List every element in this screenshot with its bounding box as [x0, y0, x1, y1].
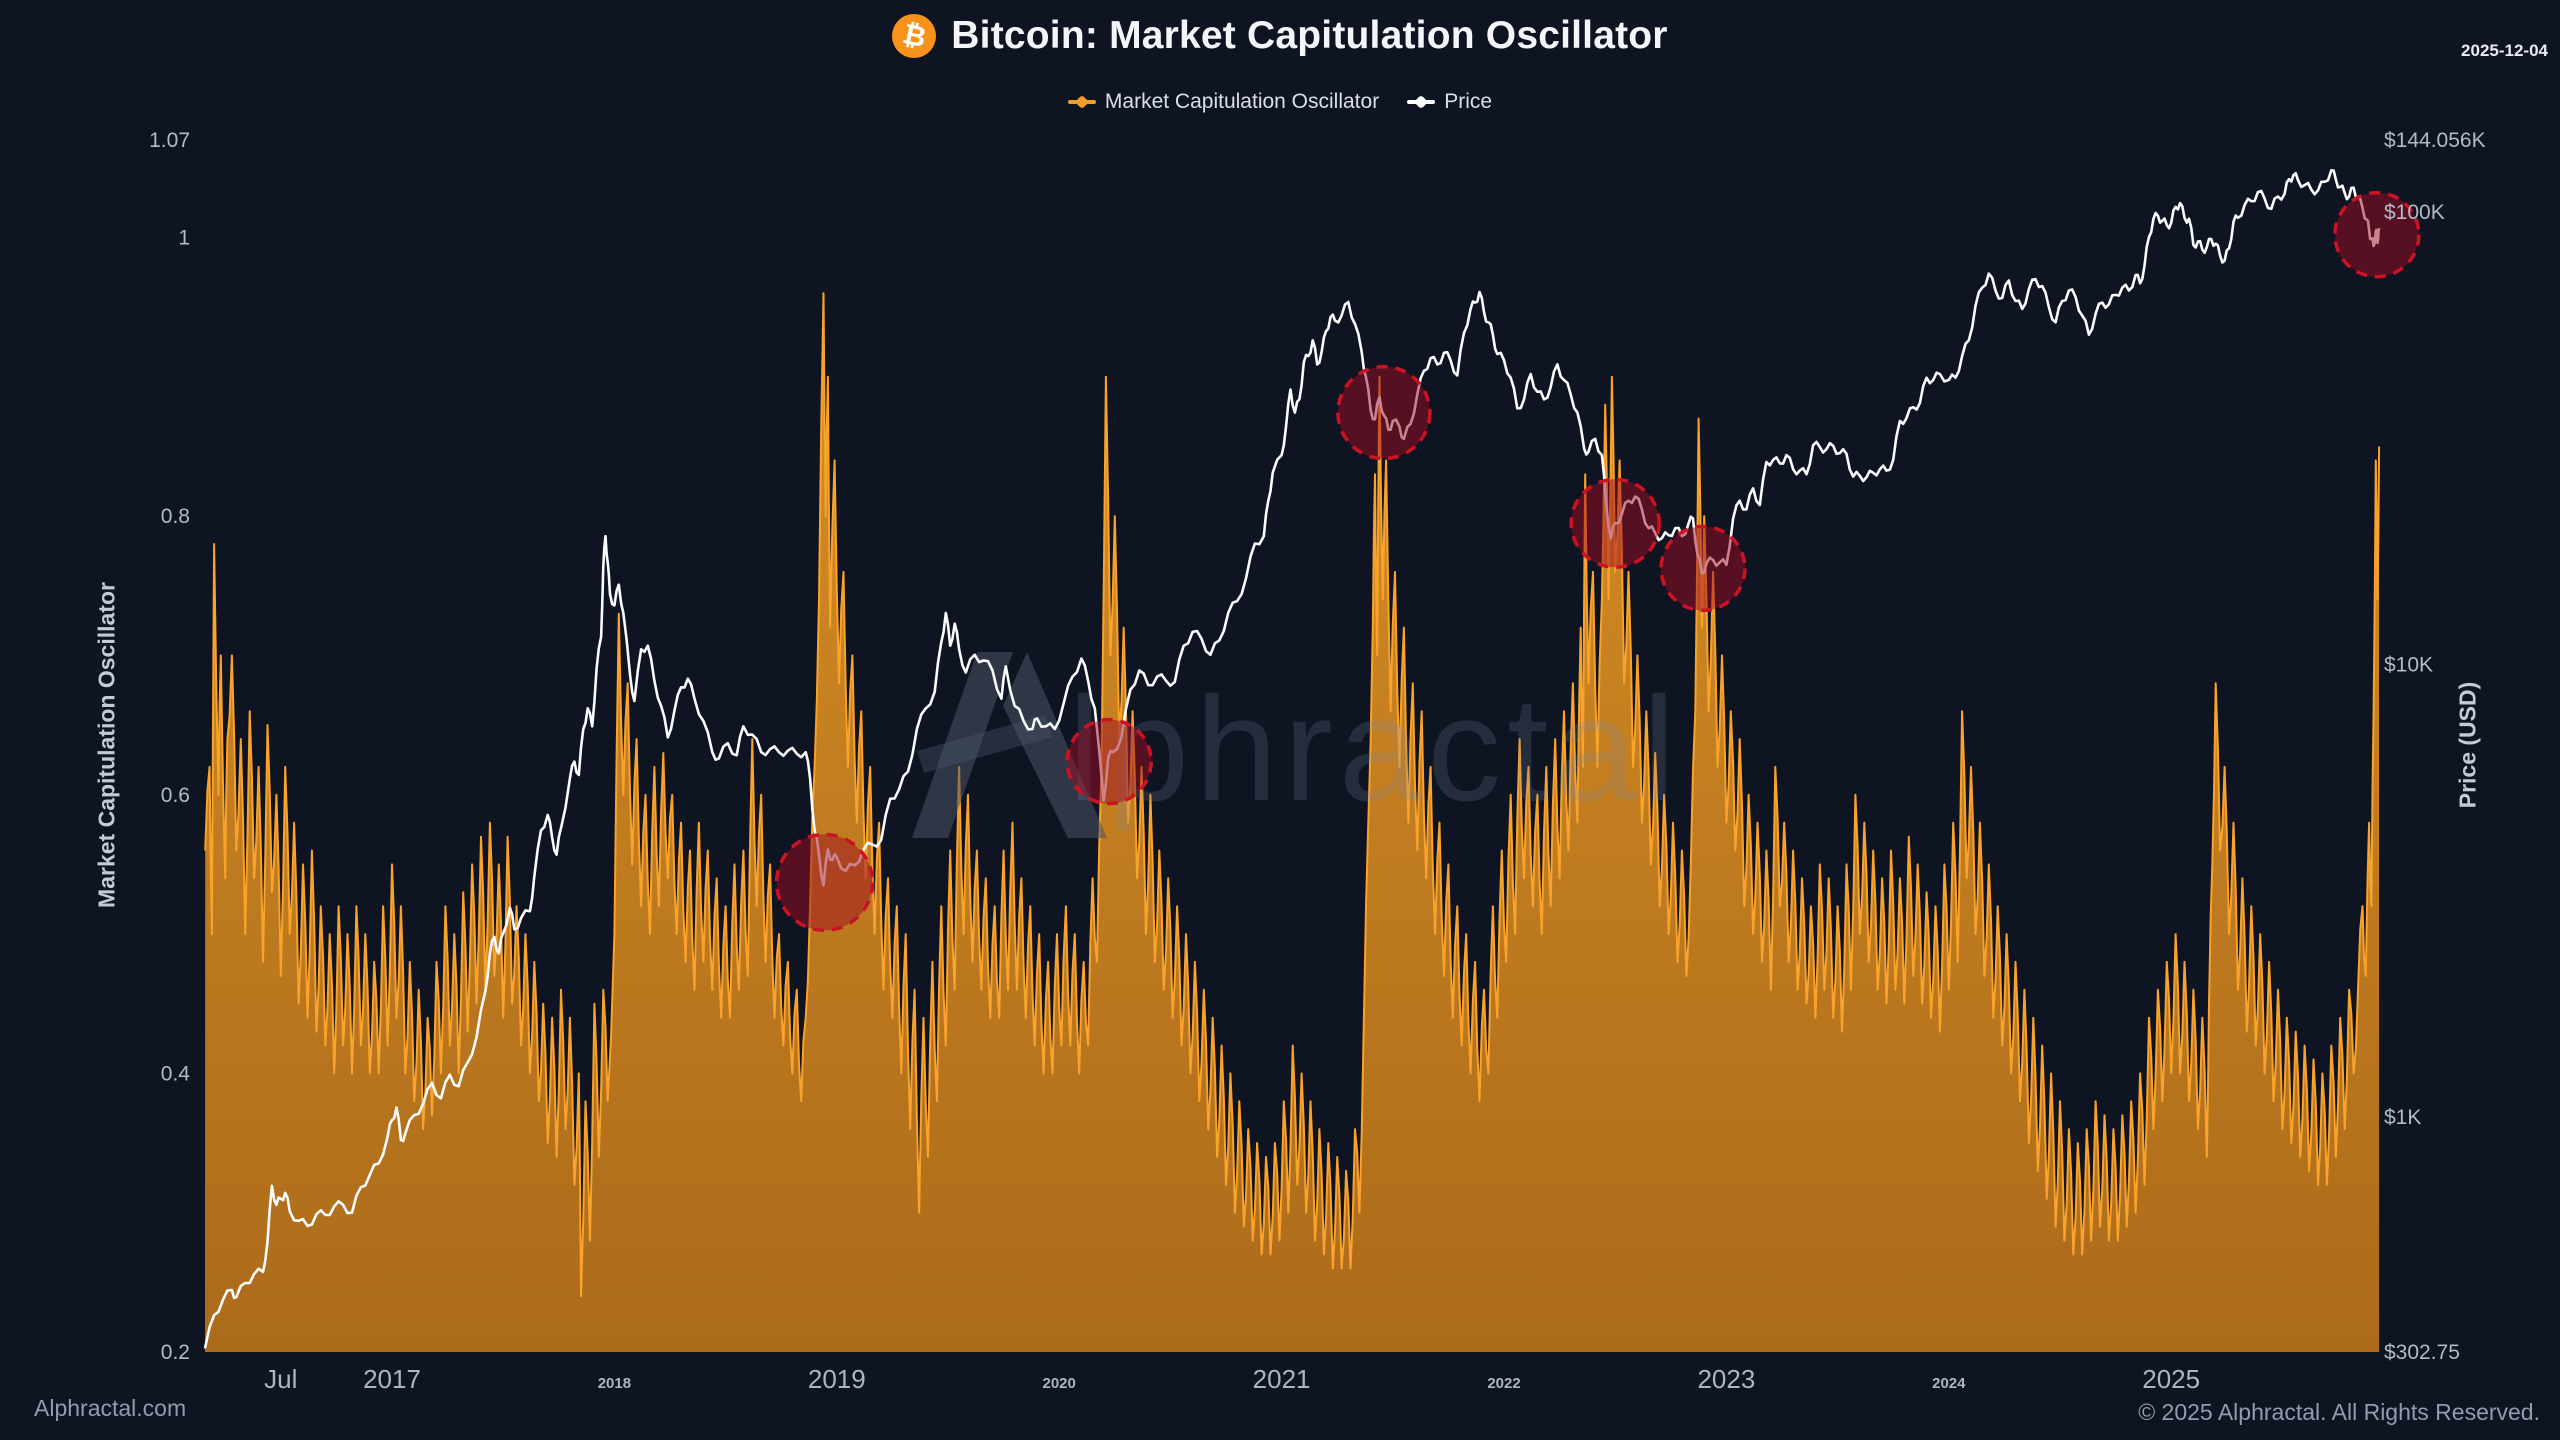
legend: Market Capitulation Oscillator Price: [0, 90, 2560, 114]
x-axis-tick: 2023: [1697, 1364, 1755, 1394]
capitulation-marker: [1336, 364, 1432, 461]
x-axis-tick: 2019: [808, 1364, 866, 1394]
x-axis-tick: 2017: [363, 1364, 421, 1394]
x-axis-tick: 2022: [1487, 1375, 1520, 1392]
left-axis-tick: 0.8: [161, 505, 190, 528]
price-legend-marker-icon: [1407, 100, 1436, 104]
oscillator-legend-marker-icon: [1067, 100, 1096, 104]
legend-item-price[interactable]: Price: [1407, 90, 1492, 114]
footer-copyright: © 2025 Alphractal. All Rights Reserved.: [2138, 1399, 2540, 1425]
left-axis-tick: 0.6: [161, 784, 190, 807]
title-bar: ₿ Bitcoin: Market Capitulation Oscillato…: [0, 14, 2560, 58]
left-axis-tick: 0.2: [161, 1341, 190, 1364]
left-axis-tick: 1: [178, 227, 190, 250]
alphractal-logo-icon: [912, 652, 1013, 838]
right-axis-tick: $144.056K: [2384, 129, 2486, 152]
right-axis-tick: $1K: [2384, 1106, 2421, 1129]
x-axis-tick: 2024: [1932, 1375, 1966, 1392]
left-axis-tick: 0.4: [161, 1062, 191, 1085]
legend-item-oscillator[interactable]: Market Capitulation Oscillator: [1067, 90, 1380, 114]
chart-date: 2025-12-04: [2461, 41, 2548, 60]
capitulation-marker: [1065, 717, 1153, 806]
x-axis-tick: 2018: [598, 1375, 631, 1392]
legend-label-price: Price: [1444, 90, 1493, 113]
right-axis-tick: $100K: [2384, 201, 2445, 224]
footer-site-link[interactable]: Alphractal.com: [34, 1395, 187, 1421]
legend-label-oscillator: Market Capitulation Oscillator: [1104, 90, 1380, 113]
capitulation-marker: [1659, 524, 1747, 613]
capitulation-marker: [1569, 477, 1661, 570]
capitulation-marker: [774, 832, 875, 933]
alphractal-watermark: lphractal: [912, 652, 1681, 838]
bitcoin-icon: ₿: [892, 14, 937, 58]
right-axis-tick: $10K: [2384, 653, 2433, 676]
x-axis-tick: 2020: [1043, 1375, 1076, 1392]
capitulation-marker: [2333, 190, 2421, 279]
page-title: Bitcoin: Market Capitulation Oscillator: [951, 14, 1668, 57]
oscillator-edge-line: [204, 292, 2381, 1298]
alphractal-logo-icon: [917, 715, 1052, 773]
right-axis-tick: $302.75: [2384, 1341, 2460, 1364]
x-axis-tick: 2021: [1253, 1364, 1311, 1394]
left-axis-tick: 1.07: [149, 129, 190, 152]
x-axis-tick: Jul: [264, 1364, 297, 1394]
oscillator-area-series: [205, 293, 2380, 1353]
watermark-text: lphractal: [1068, 667, 1681, 832]
x-axis-tick: 2025: [2142, 1364, 2200, 1394]
